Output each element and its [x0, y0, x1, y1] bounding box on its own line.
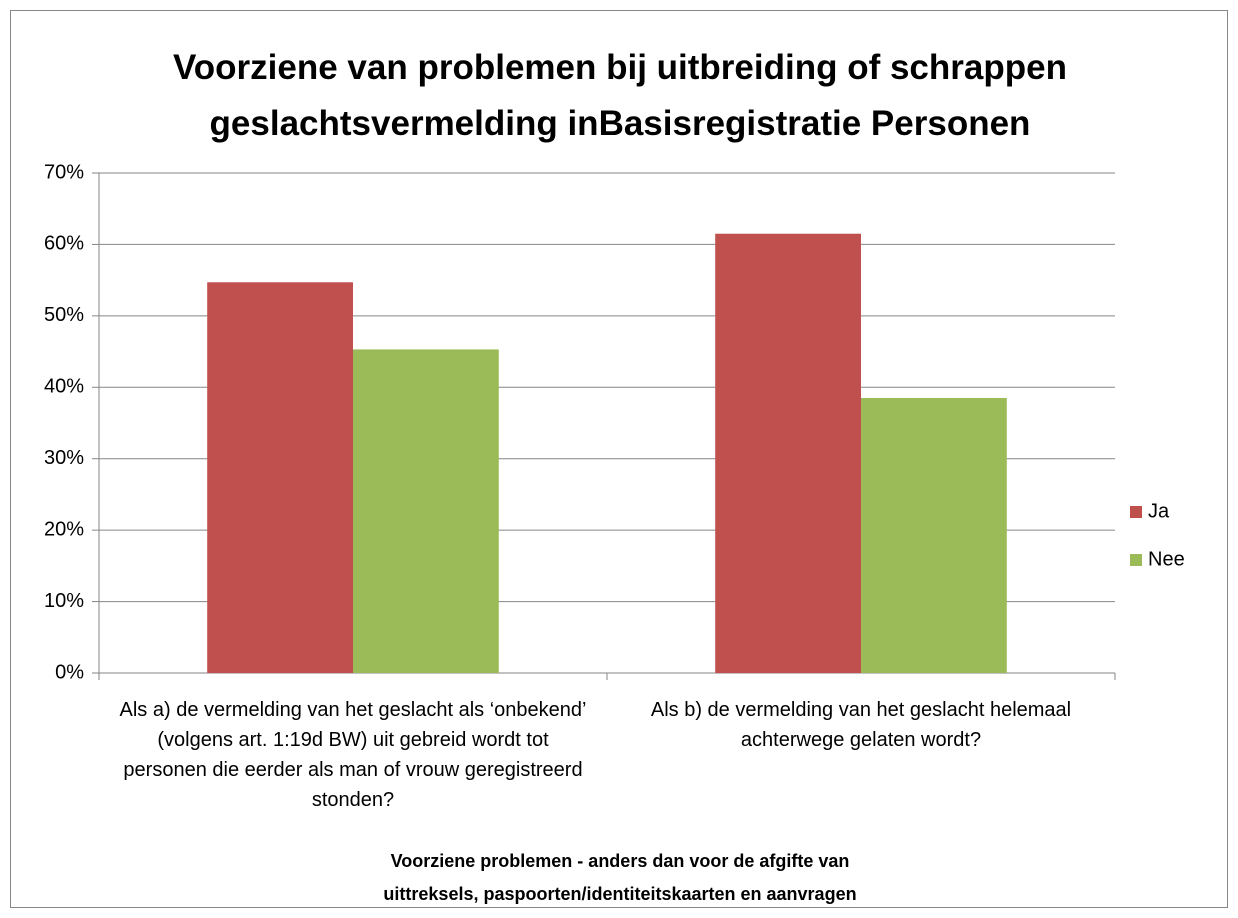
chart-title: Voorziene van problemen bij uitbreiding … — [173, 48, 1067, 143]
x-tick-label: Als b) de vermelding van het geslacht he… — [650, 699, 1072, 751]
x-axis-label: Voorziene problemen - anders dan voor de… — [383, 851, 857, 918]
y-tick-label: 70% — [44, 161, 84, 183]
y-tick-label: 30% — [44, 447, 84, 469]
y-tick-label: 60% — [44, 233, 84, 255]
legend-label: Nee — [1148, 548, 1185, 570]
x-tick-label: Als a) de vermelding van het geslacht al… — [119, 699, 587, 811]
legend-swatch — [1130, 554, 1142, 566]
y-tick-label: 10% — [44, 590, 84, 612]
bar — [207, 282, 353, 673]
y-tick-label: 20% — [44, 518, 84, 540]
bar — [353, 349, 499, 673]
y-tick-label: 40% — [44, 376, 84, 398]
bar — [861, 398, 1007, 673]
y-tick-label: 0% — [55, 661, 84, 683]
legend-swatch — [1130, 506, 1142, 518]
bar — [715, 233, 861, 673]
legend-label: Ja — [1148, 500, 1170, 522]
y-tick-label: 50% — [44, 304, 84, 326]
